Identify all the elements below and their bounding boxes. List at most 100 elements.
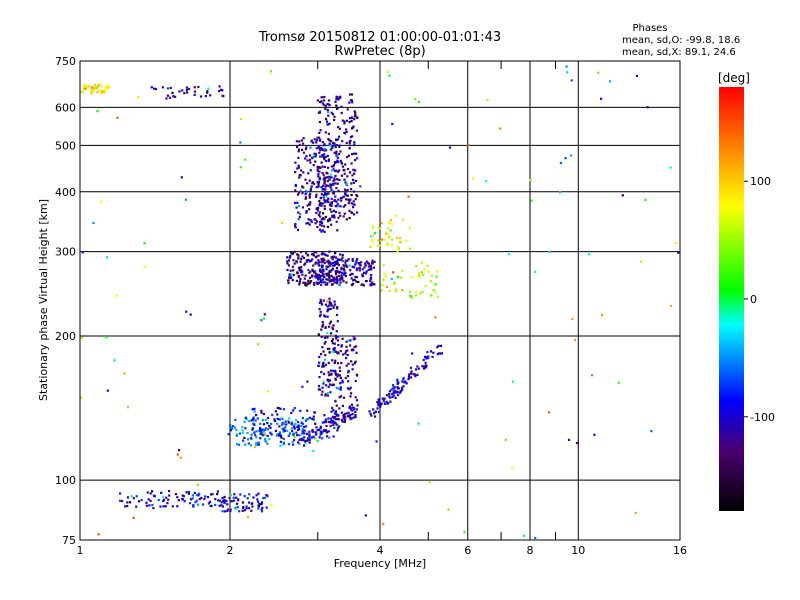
data-point <box>334 252 337 255</box>
data-point <box>299 189 302 192</box>
data-point <box>315 275 318 279</box>
data-point <box>260 510 264 513</box>
data-point <box>337 96 340 99</box>
data-point <box>247 507 251 510</box>
data-point <box>405 239 408 242</box>
data-point <box>149 492 152 495</box>
data-point <box>343 131 346 134</box>
data-point <box>84 87 87 90</box>
data-point <box>308 223 311 226</box>
data-point <box>325 159 328 163</box>
data-point <box>269 426 272 429</box>
data-point <box>435 275 438 278</box>
data-point <box>331 141 335 144</box>
data-point <box>338 407 341 410</box>
data-point <box>259 437 262 440</box>
data-point <box>315 255 318 258</box>
data-point <box>126 405 130 408</box>
data-point <box>609 80 612 83</box>
data-point <box>287 434 290 437</box>
data-point <box>243 495 246 498</box>
data-point <box>321 363 324 366</box>
data-point <box>313 411 316 414</box>
data-point <box>321 437 324 440</box>
data-point <box>337 270 340 273</box>
data-point <box>339 350 342 353</box>
data-point <box>295 140 298 143</box>
y-tick-label: 600 <box>55 101 76 114</box>
data-point <box>318 361 321 364</box>
data-point <box>415 264 418 268</box>
data-point <box>145 504 148 507</box>
data-point <box>331 415 334 418</box>
data-point <box>338 135 341 138</box>
data-point <box>396 236 399 239</box>
data-point <box>326 176 329 179</box>
data-point <box>350 193 353 197</box>
data-point <box>309 192 312 195</box>
data-point <box>294 171 297 174</box>
data-point <box>670 305 673 308</box>
data-point <box>236 506 239 509</box>
data-point <box>343 269 346 272</box>
y-axis-label: Stationary phase Virtual Height [km] <box>37 199 50 401</box>
data-point <box>306 182 309 185</box>
data-point <box>354 396 357 399</box>
data-point <box>467 144 470 147</box>
data-point <box>348 416 351 419</box>
data-point <box>320 221 324 225</box>
data-point <box>335 270 338 273</box>
data-point <box>365 270 368 273</box>
data-point <box>351 116 354 119</box>
data-point <box>295 431 298 434</box>
data-point <box>298 269 301 272</box>
data-point <box>290 411 293 414</box>
data-point <box>324 215 327 218</box>
data-point <box>197 503 200 506</box>
data-point <box>241 425 244 429</box>
data-point <box>336 306 339 309</box>
data-point <box>347 198 350 201</box>
data-point <box>330 111 333 114</box>
data-point <box>339 386 342 389</box>
data-point <box>286 268 289 272</box>
data-point <box>334 399 337 402</box>
data-point <box>185 86 188 89</box>
data-point <box>321 321 324 324</box>
data-point <box>348 264 351 267</box>
data-point <box>243 509 246 512</box>
data-point <box>322 196 325 199</box>
data-point <box>342 264 345 267</box>
data-point <box>264 433 267 436</box>
data-point <box>229 510 232 513</box>
data-point <box>400 276 403 279</box>
data-point <box>351 126 354 129</box>
data-point <box>327 158 330 161</box>
data-point <box>407 195 410 198</box>
data-point <box>301 439 304 442</box>
data-point <box>332 209 335 212</box>
data-point <box>256 417 259 420</box>
data-point <box>210 504 213 508</box>
data-point <box>266 442 269 445</box>
data-point <box>600 97 603 100</box>
data-point <box>340 395 343 398</box>
data-point <box>320 301 323 304</box>
data-point <box>416 373 419 376</box>
data-point <box>260 503 263 506</box>
data-point <box>330 269 334 272</box>
data-point <box>329 202 332 205</box>
data-point <box>352 206 355 209</box>
data-point <box>314 422 317 425</box>
data-point <box>302 171 305 174</box>
data-point <box>293 427 296 430</box>
data-point <box>265 494 268 497</box>
data-point <box>567 438 571 441</box>
data-point <box>346 387 350 390</box>
data-point <box>376 244 379 247</box>
data-point <box>352 168 355 171</box>
data-point <box>320 335 323 338</box>
data-point <box>432 289 435 292</box>
data-point <box>303 436 306 439</box>
data-point <box>330 210 333 213</box>
